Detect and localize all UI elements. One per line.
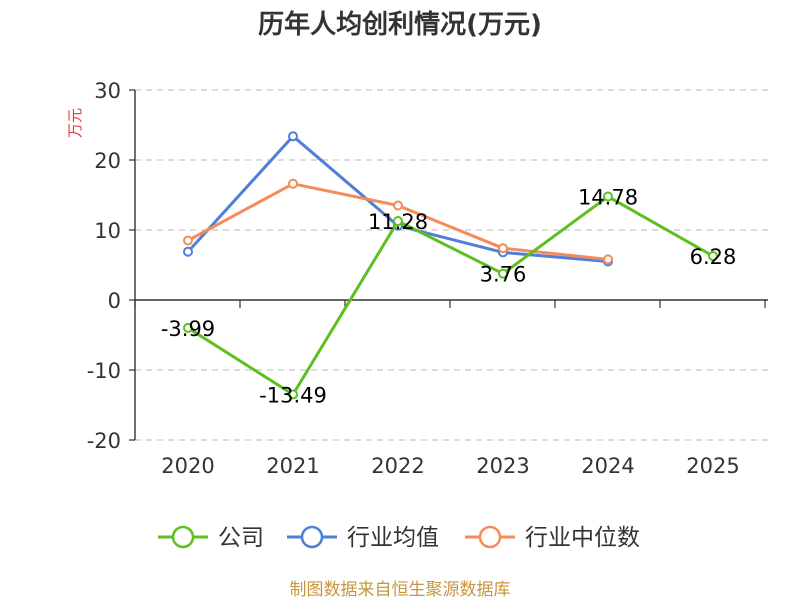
data-point xyxy=(498,268,508,279)
source-note: 制图数据来自恒生聚源数据库 xyxy=(290,580,511,600)
legend-label: 行业均值 xyxy=(347,525,439,551)
data-label: 3.76 xyxy=(480,263,527,287)
x-tick-label: 2024 xyxy=(581,454,634,478)
y-axis-unit: 万元 xyxy=(66,108,84,138)
data-point xyxy=(393,200,403,211)
data-point xyxy=(708,251,718,262)
y-tick-label: -10 xyxy=(87,359,121,383)
y-tick-label: 20 xyxy=(94,149,121,173)
data-label: -13.49 xyxy=(259,383,327,407)
data-point xyxy=(603,254,613,265)
series-line-0 xyxy=(187,195,714,396)
chart-title: 历年人均创利情况(万元) xyxy=(258,9,542,40)
data-label: 6.28 xyxy=(690,245,737,269)
data-point xyxy=(183,235,193,246)
legend-label: 公司 xyxy=(218,525,264,551)
axes xyxy=(129,89,768,441)
x-tick-label: 2025 xyxy=(686,454,739,478)
data-label: 11.28 xyxy=(368,210,428,234)
x-tick-labels: 2020 2021 2022 2023 2024 2025 xyxy=(161,454,739,478)
legend-marker xyxy=(478,525,502,549)
y-tick-label: 30 xyxy=(94,79,121,103)
legend-marker xyxy=(171,525,195,549)
legend-marker xyxy=(300,525,324,549)
y-tick-labels: 30 20 10 0 -10 -20 xyxy=(87,79,121,453)
data-point xyxy=(183,322,193,333)
legend-label: 行业中位数 xyxy=(525,525,640,551)
data-label: -3.99 xyxy=(161,317,215,341)
y-tick-label: 10 xyxy=(94,219,121,243)
x-tick-label: 2023 xyxy=(476,454,529,478)
y-tick-label: -20 xyxy=(87,429,121,453)
series-group: -3.99 -13.49 11.28 3.76 14.78 6.28 xyxy=(161,131,737,407)
data-point xyxy=(288,389,298,400)
y-tick-label: 0 xyxy=(108,289,121,313)
x-tick-label: 2021 xyxy=(266,454,319,478)
data-point xyxy=(288,178,298,189)
data-label: 14.78 xyxy=(578,186,638,210)
data-point xyxy=(498,243,508,254)
legend: 公司 行业均值 行业中位数 xyxy=(158,525,640,551)
data-point xyxy=(393,216,403,227)
data-point xyxy=(603,191,613,202)
x-tick-label: 2020 xyxy=(161,454,214,478)
data-point xyxy=(183,246,193,257)
data-point xyxy=(288,131,298,142)
grid-lines xyxy=(135,89,768,441)
x-tick-label: 2022 xyxy=(371,454,424,478)
